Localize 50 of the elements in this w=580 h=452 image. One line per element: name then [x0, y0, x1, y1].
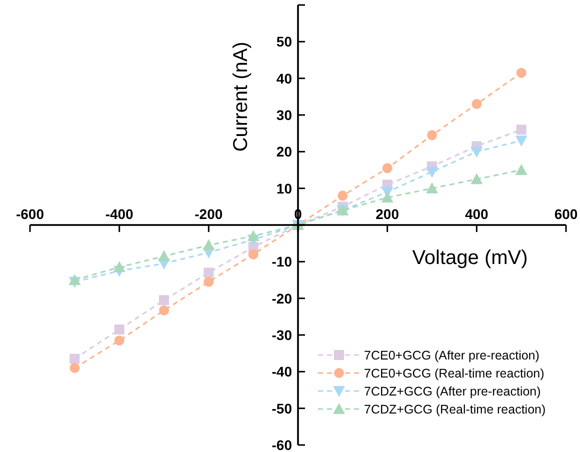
y-tick-label: 10 — [276, 180, 292, 196]
x-tick-label: -200 — [194, 206, 223, 222]
point — [114, 336, 124, 346]
legend-label: 7CE0+GCG (After pre-reaction) — [364, 348, 540, 362]
x-tick-label: 200 — [376, 206, 400, 222]
y-axis-title: Current (nA) — [230, 42, 252, 152]
point — [70, 354, 80, 364]
point — [158, 250, 170, 262]
point — [470, 146, 483, 158]
x-axis-title: Voltage (mV) — [412, 247, 528, 269]
point — [515, 136, 528, 147]
point — [516, 124, 526, 135]
legend-label: 7CE0+GCG (Real-time reaction) — [364, 366, 544, 380]
y-tick-label: -60 — [272, 437, 292, 452]
y-tick-label: 50 — [276, 34, 292, 50]
point — [472, 99, 482, 109]
point — [381, 192, 394, 202]
point — [515, 164, 528, 175]
point — [470, 173, 483, 184]
y-tick-label: -50 — [272, 400, 292, 416]
point — [159, 305, 169, 316]
y-tick-label: -40 — [272, 364, 292, 380]
point — [338, 190, 348, 201]
point — [204, 268, 214, 278]
y-tick-label: -20 — [272, 290, 292, 306]
point — [427, 130, 437, 140]
point — [114, 324, 124, 334]
point — [382, 163, 392, 174]
point — [159, 295, 169, 306]
legend-label: 7CDZ+GCG (After pre-reaction) — [364, 384, 541, 398]
point — [70, 363, 80, 373]
y-tick-label: -30 — [272, 327, 292, 343]
legend-label: 7CDZ+GCG (Real-time reaction) — [364, 402, 546, 416]
y-tick-label: 20 — [276, 144, 292, 160]
point — [247, 230, 260, 241]
point — [516, 68, 526, 78]
point — [204, 276, 214, 287]
point — [202, 239, 215, 250]
point — [248, 249, 258, 260]
x-tick-label: 600 — [554, 206, 578, 222]
x-tick-label: -600 — [16, 206, 44, 222]
y-tick-label: 40 — [276, 70, 292, 86]
point — [426, 166, 438, 178]
x-tick-label: -400 — [105, 206, 134, 222]
point — [426, 182, 438, 194]
y-tick-label: -10 — [272, 254, 292, 270]
point — [113, 261, 126, 272]
x-tick-label: 400 — [464, 206, 489, 222]
point — [68, 274, 81, 285]
y-tick-label: 30 — [276, 107, 292, 123]
